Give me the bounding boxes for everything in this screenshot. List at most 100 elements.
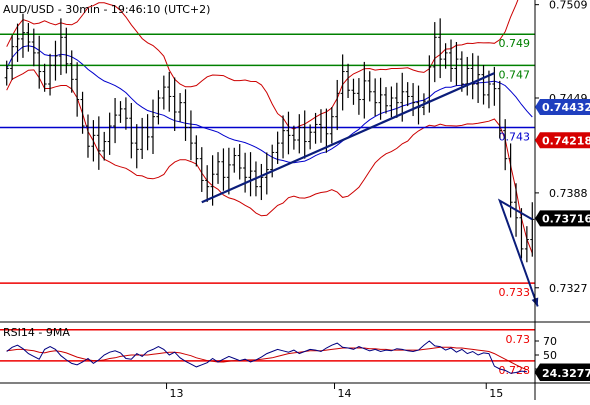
ohlc-bar xyxy=(459,51,464,92)
trend-line xyxy=(201,72,495,204)
ohlc-bar xyxy=(508,143,513,218)
ohlc-bar xyxy=(53,40,58,81)
ohlc-bar xyxy=(432,22,437,83)
ohlc-bar xyxy=(411,83,416,117)
ohlc-bar xyxy=(318,109,323,143)
rsi-ma-line xyxy=(6,346,528,371)
ohlc-bar xyxy=(443,43,448,69)
ohlc-bar xyxy=(42,63,47,92)
ohlc-bar xyxy=(140,117,145,159)
ohlc-bar xyxy=(335,79,340,131)
ohlc-bar xyxy=(530,202,535,257)
bollinger-upper-line xyxy=(6,0,519,130)
ohlc-bar xyxy=(438,18,443,79)
ohlc-bar xyxy=(107,112,112,155)
ohlc-bar xyxy=(194,135,199,167)
ohlc-bar xyxy=(503,119,508,171)
ohlc-bar xyxy=(129,102,134,159)
ohlc-bar xyxy=(64,27,69,74)
ohlc-bar xyxy=(373,78,378,117)
ohlc-bar xyxy=(313,112,318,144)
ohlc-bar xyxy=(362,61,367,119)
ohlc-bar xyxy=(481,65,486,105)
ohlc-bar xyxy=(15,23,20,62)
ohlc-bar xyxy=(405,82,410,107)
forecast-arrow-line xyxy=(497,198,539,307)
ohlc-bar xyxy=(394,82,399,118)
ohlc-bar xyxy=(237,144,242,180)
ohlc-bar xyxy=(161,75,166,110)
ohlc-bar xyxy=(470,53,475,100)
ohlc-bar xyxy=(465,56,470,96)
rsi-line xyxy=(6,340,527,374)
ohlc-bar xyxy=(346,63,351,98)
ohlc-bar xyxy=(248,152,253,197)
price-plot: 0.749 0.747 0.743 0.733 0.73 0.728 xyxy=(0,0,539,377)
ohlc-bar xyxy=(37,35,42,89)
price-marker: 0.74218 xyxy=(535,132,590,149)
ohlc-bar xyxy=(118,101,123,123)
ohlc-bar xyxy=(69,50,74,93)
ohlc-bar xyxy=(172,77,177,131)
ohlc-bar xyxy=(221,148,226,191)
ohlc-bar xyxy=(297,114,302,154)
price-marker: 24.3277 xyxy=(535,364,590,381)
x-tick-label: 14 xyxy=(338,387,352,400)
rsi-title: RSI14 - 9MA xyxy=(3,326,70,339)
ohlc-bar xyxy=(243,152,248,193)
ohlc-bar xyxy=(10,35,15,80)
price-marker-label: 0.74218 xyxy=(542,134,590,147)
price-marker-box xyxy=(535,99,590,116)
ohlc-bar xyxy=(167,71,172,112)
ohlc-bar xyxy=(85,114,90,158)
price-marker-label: 24.3277 xyxy=(542,367,590,380)
ohlc-bar xyxy=(329,107,334,144)
ohlc-bar xyxy=(96,116,101,170)
ohlc-bar xyxy=(151,99,156,154)
ohlc-bar xyxy=(145,114,150,151)
level-label: 0.73 xyxy=(506,333,531,346)
ohlc-bar xyxy=(102,131,107,161)
rsi-plot xyxy=(6,340,528,374)
ohlc-bar xyxy=(216,152,221,184)
price-marker: 0.73716 xyxy=(535,210,590,227)
bollinger-lower-line xyxy=(6,69,533,254)
ohlc-bar xyxy=(134,124,139,169)
x-tick-label: 13 xyxy=(170,387,184,400)
ohlc-bar xyxy=(205,165,210,202)
y-tick-label: 0.7327 xyxy=(549,282,588,295)
ohlc-bar xyxy=(454,42,459,86)
ohlc-bar xyxy=(226,147,231,195)
ohlc-bar xyxy=(259,163,264,201)
ohlc-bar xyxy=(340,54,345,111)
ohlc-bar xyxy=(281,115,286,159)
level-label: 0.733 xyxy=(499,286,531,299)
ohlc-bar xyxy=(275,131,280,164)
ohlc-bar xyxy=(4,60,9,86)
price-marker-box xyxy=(535,210,590,227)
rsi-y-tick-label: 70 xyxy=(543,335,557,348)
ohlc-bar xyxy=(91,120,96,162)
ohlc-bar xyxy=(519,208,524,259)
ohlc-bar xyxy=(486,70,491,109)
ohlc-bar xyxy=(302,110,307,159)
ohlc-bar xyxy=(308,124,313,150)
ohlc-bar xyxy=(378,77,383,120)
x-tick-label: 15 xyxy=(489,387,503,400)
level-label: 0.743 xyxy=(499,131,531,144)
ohlc-bar xyxy=(113,98,118,144)
ohlc-bar xyxy=(20,13,25,58)
ohlc-bar xyxy=(26,23,31,52)
ohlc-bar xyxy=(178,93,183,122)
ohlc-bar xyxy=(383,87,388,114)
ohlc-bar xyxy=(351,78,356,105)
ohlc-bar xyxy=(58,18,63,75)
ohlc-bar xyxy=(199,147,204,192)
ohlc-bar xyxy=(183,89,188,141)
ohlc-bar xyxy=(80,91,85,134)
ohlc-bar xyxy=(48,53,53,96)
ohlc-bar xyxy=(286,111,291,155)
